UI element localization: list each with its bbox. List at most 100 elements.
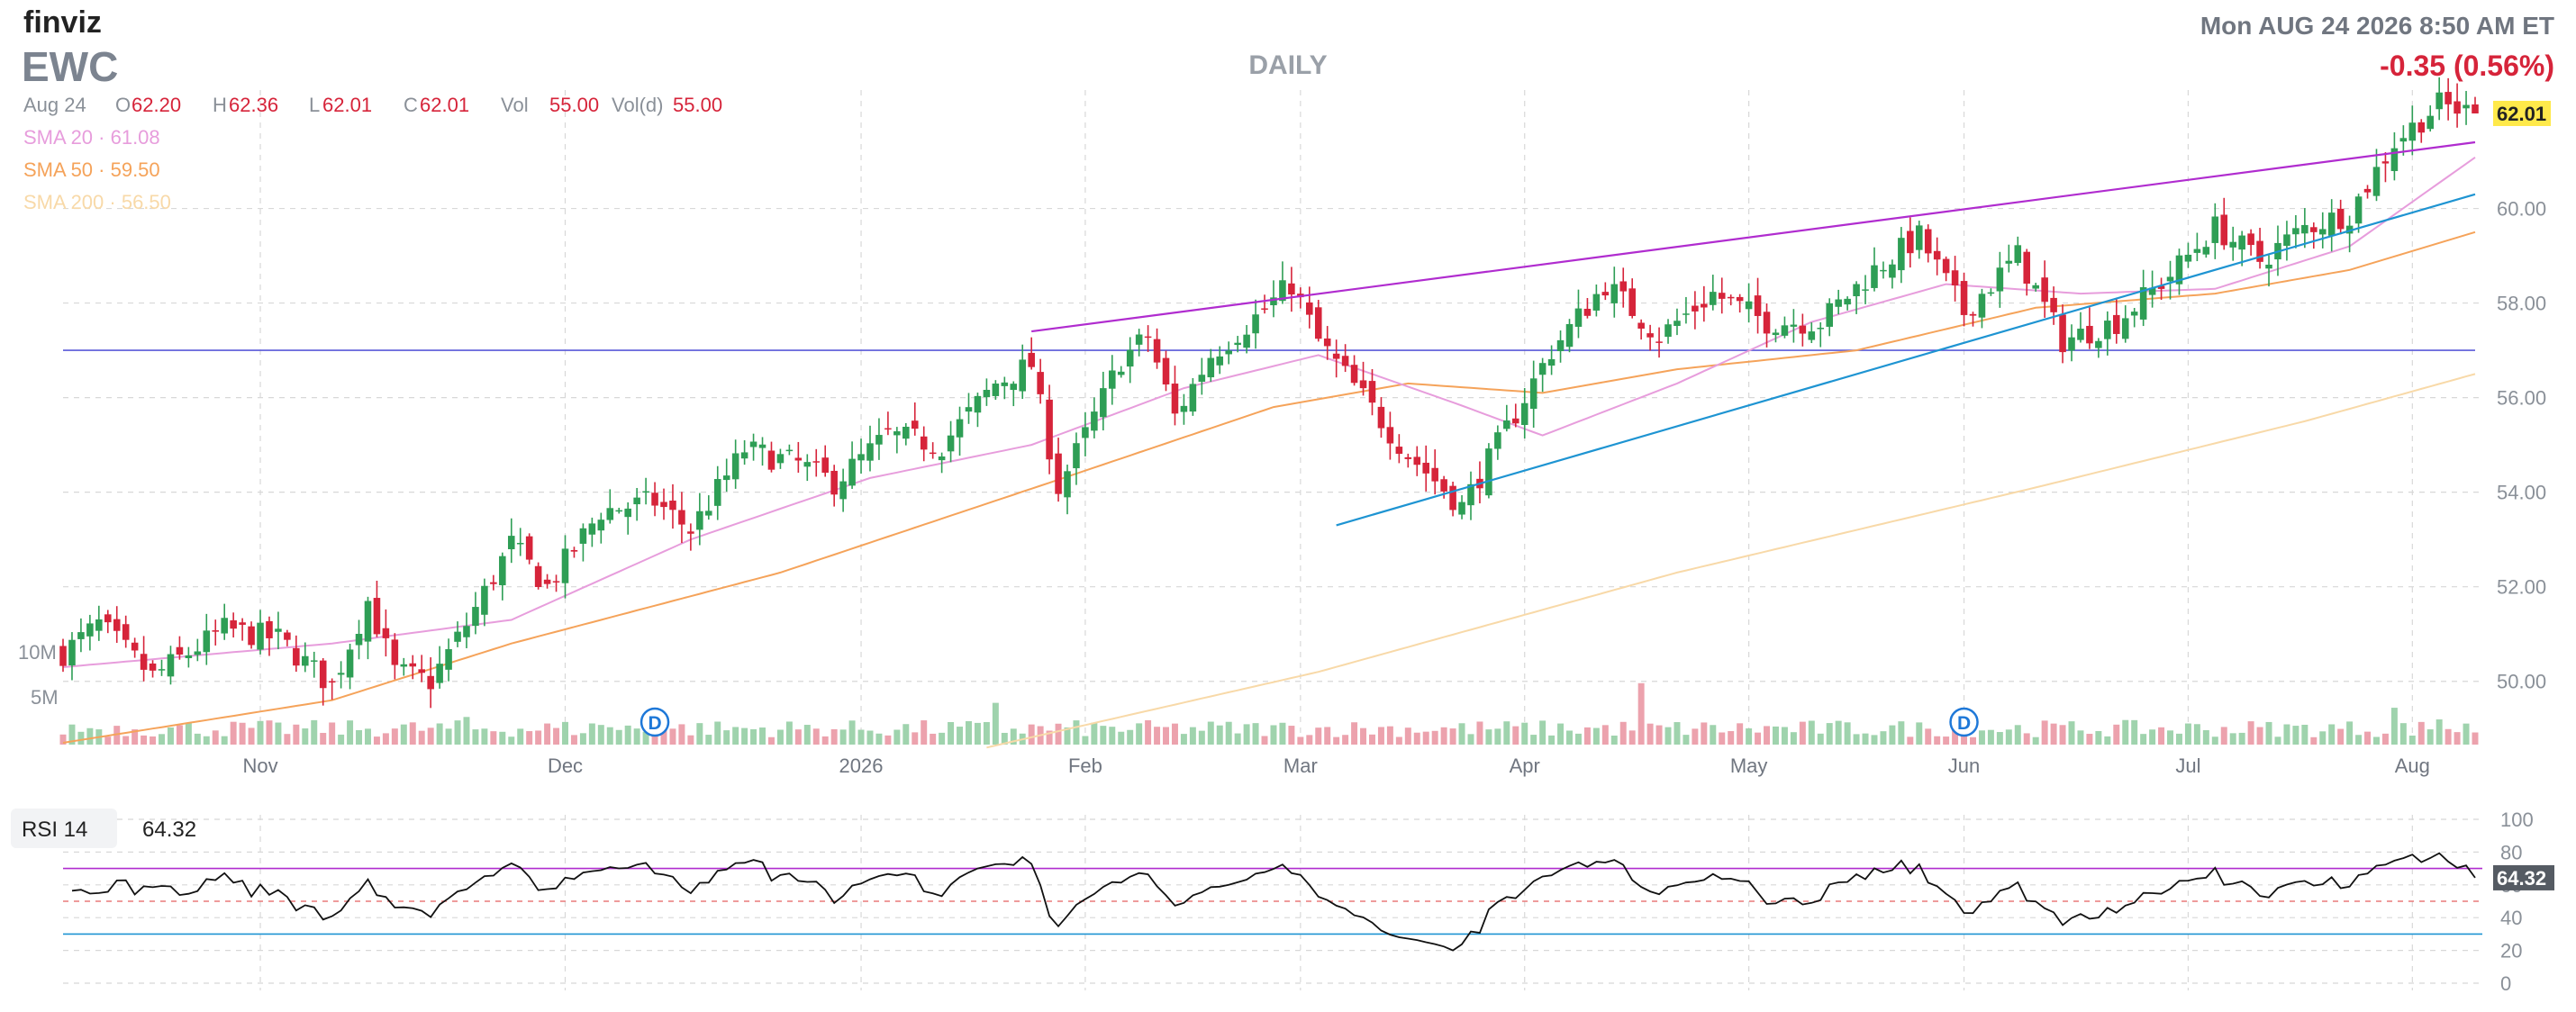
candle[interactable] bbox=[328, 678, 336, 700]
candle[interactable] bbox=[427, 657, 434, 709]
candle[interactable] bbox=[812, 448, 821, 477]
rsi-title-box[interactable] bbox=[11, 809, 117, 848]
candle[interactable] bbox=[1583, 298, 1592, 319]
candle[interactable] bbox=[2121, 305, 2129, 343]
candle[interactable] bbox=[1162, 350, 1170, 392]
candle[interactable] bbox=[1243, 325, 1250, 354]
candle[interactable] bbox=[436, 646, 443, 689]
candle[interactable] bbox=[776, 448, 785, 469]
candle[interactable] bbox=[830, 465, 838, 507]
candle[interactable] bbox=[1180, 393, 1188, 425]
candle[interactable] bbox=[1108, 355, 1116, 405]
candle[interactable] bbox=[552, 574, 560, 592]
candle[interactable] bbox=[1565, 319, 1574, 353]
candle[interactable] bbox=[1683, 296, 1690, 324]
candle[interactable] bbox=[785, 444, 794, 456]
candle[interactable] bbox=[2444, 77, 2452, 121]
candle[interactable] bbox=[1082, 411, 1089, 456]
candle[interactable] bbox=[2130, 308, 2138, 328]
candle[interactable] bbox=[2408, 105, 2417, 156]
candle[interactable] bbox=[1763, 303, 1771, 348]
candle[interactable] bbox=[2301, 208, 2308, 248]
candle[interactable] bbox=[454, 621, 461, 647]
candle[interactable] bbox=[1216, 346, 1224, 375]
candle[interactable] bbox=[1996, 251, 2004, 308]
candle[interactable] bbox=[903, 422, 910, 446]
candle[interactable] bbox=[794, 441, 803, 473]
candle[interactable] bbox=[1655, 327, 1663, 358]
candle[interactable] bbox=[1171, 366, 1179, 426]
candle[interactable] bbox=[2077, 312, 2084, 343]
candle[interactable] bbox=[167, 646, 175, 685]
candle[interactable] bbox=[1862, 275, 1869, 304]
candle[interactable] bbox=[355, 619, 363, 660]
dividend-marker[interactable]: D bbox=[639, 707, 670, 737]
candle[interactable] bbox=[1225, 341, 1232, 365]
candle[interactable] bbox=[884, 411, 892, 436]
candle[interactable] bbox=[158, 659, 166, 676]
candle[interactable] bbox=[1871, 247, 1878, 292]
candle[interactable] bbox=[382, 609, 390, 657]
candle[interactable] bbox=[203, 613, 211, 665]
candle[interactable] bbox=[2211, 203, 2219, 259]
candle[interactable] bbox=[1126, 337, 1134, 384]
candle[interactable] bbox=[2193, 232, 2201, 262]
candle[interactable] bbox=[2310, 222, 2317, 249]
candle[interactable] bbox=[1332, 339, 1340, 378]
candle[interactable] bbox=[1368, 368, 1376, 416]
candle[interactable] bbox=[983, 378, 991, 406]
candle[interactable] bbox=[275, 611, 282, 650]
candle[interactable] bbox=[588, 517, 596, 547]
candle[interactable] bbox=[2166, 260, 2174, 300]
candle[interactable] bbox=[1037, 358, 1044, 404]
candle[interactable] bbox=[1494, 425, 1501, 460]
candle[interactable] bbox=[1252, 299, 1259, 349]
candle[interactable] bbox=[1710, 275, 1717, 311]
candle[interactable] bbox=[176, 636, 184, 660]
candle[interactable] bbox=[2463, 91, 2470, 125]
candle[interactable] bbox=[373, 581, 381, 637]
candle[interactable] bbox=[1297, 287, 1304, 309]
candle[interactable] bbox=[2390, 131, 2399, 181]
candle[interactable] bbox=[2095, 338, 2102, 358]
candle[interactable] bbox=[266, 616, 273, 656]
candle[interactable] bbox=[2157, 277, 2165, 301]
candle[interactable] bbox=[212, 619, 220, 646]
candle[interactable] bbox=[131, 637, 139, 658]
candle[interactable] bbox=[534, 562, 542, 590]
candle[interactable] bbox=[1924, 224, 1932, 263]
candle[interactable] bbox=[1413, 446, 1421, 476]
candle[interactable] bbox=[1288, 267, 1295, 312]
candle[interactable] bbox=[400, 657, 408, 676]
candle[interactable] bbox=[2229, 226, 2236, 261]
candle[interactable] bbox=[1942, 256, 1950, 282]
candle[interactable] bbox=[1556, 330, 1565, 363]
candle[interactable] bbox=[1055, 438, 1062, 502]
candle[interactable] bbox=[1520, 387, 1528, 439]
candle[interactable] bbox=[481, 578, 488, 627]
candle[interactable] bbox=[490, 574, 497, 591]
candle[interactable] bbox=[597, 512, 605, 544]
candle[interactable] bbox=[570, 547, 578, 558]
candle[interactable] bbox=[1907, 217, 1914, 268]
candle[interactable] bbox=[337, 661, 345, 689]
candle[interactable] bbox=[2265, 255, 2272, 287]
candle[interactable] bbox=[893, 427, 901, 454]
candle[interactable] bbox=[2354, 194, 2363, 233]
candle[interactable] bbox=[651, 482, 658, 517]
candle[interactable] bbox=[59, 638, 67, 673]
candle[interactable] bbox=[2238, 230, 2245, 267]
candle[interactable] bbox=[1503, 404, 1510, 432]
candle[interactable] bbox=[2041, 260, 2048, 318]
candle[interactable] bbox=[1207, 348, 1215, 382]
candle[interactable] bbox=[1449, 481, 1456, 517]
candle[interactable] bbox=[2032, 283, 2039, 292]
candle[interactable] bbox=[920, 426, 928, 462]
candle[interactable] bbox=[687, 523, 694, 551]
candle[interactable] bbox=[86, 614, 94, 651]
candle[interactable] bbox=[1664, 319, 1672, 344]
candle[interactable] bbox=[1701, 285, 1708, 322]
candle[interactable] bbox=[1467, 471, 1474, 520]
candle[interactable] bbox=[1547, 345, 1556, 375]
candle[interactable] bbox=[239, 618, 246, 641]
